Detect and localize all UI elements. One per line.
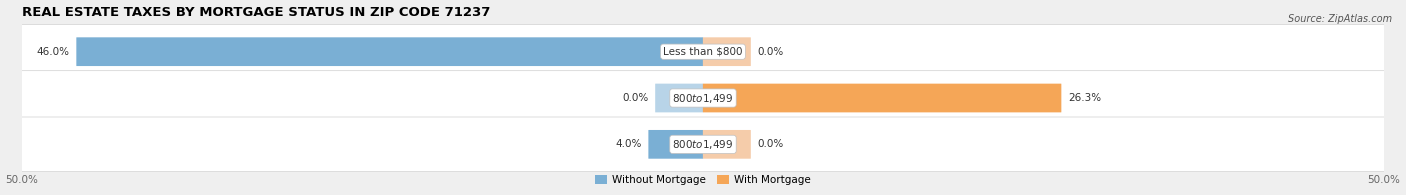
FancyBboxPatch shape (703, 37, 751, 66)
FancyBboxPatch shape (76, 37, 703, 66)
Text: 46.0%: 46.0% (37, 47, 70, 57)
Text: $800 to $1,499: $800 to $1,499 (672, 91, 734, 105)
Text: 26.3%: 26.3% (1069, 93, 1101, 103)
FancyBboxPatch shape (703, 130, 751, 159)
Text: Less than $800: Less than $800 (664, 47, 742, 57)
FancyBboxPatch shape (703, 84, 1062, 112)
FancyBboxPatch shape (13, 71, 1393, 125)
Legend: Without Mortgage, With Mortgage: Without Mortgage, With Mortgage (591, 171, 815, 189)
FancyBboxPatch shape (655, 84, 703, 112)
FancyBboxPatch shape (13, 24, 1393, 79)
FancyBboxPatch shape (648, 130, 703, 159)
Text: REAL ESTATE TAXES BY MORTGAGE STATUS IN ZIP CODE 71237: REAL ESTATE TAXES BY MORTGAGE STATUS IN … (22, 5, 491, 19)
Text: 4.0%: 4.0% (616, 139, 641, 149)
Text: $800 to $1,499: $800 to $1,499 (672, 138, 734, 151)
Text: 0.0%: 0.0% (758, 47, 783, 57)
Text: 0.0%: 0.0% (758, 139, 783, 149)
FancyBboxPatch shape (13, 117, 1393, 172)
Text: Source: ZipAtlas.com: Source: ZipAtlas.com (1288, 14, 1392, 24)
Text: 0.0%: 0.0% (623, 93, 648, 103)
